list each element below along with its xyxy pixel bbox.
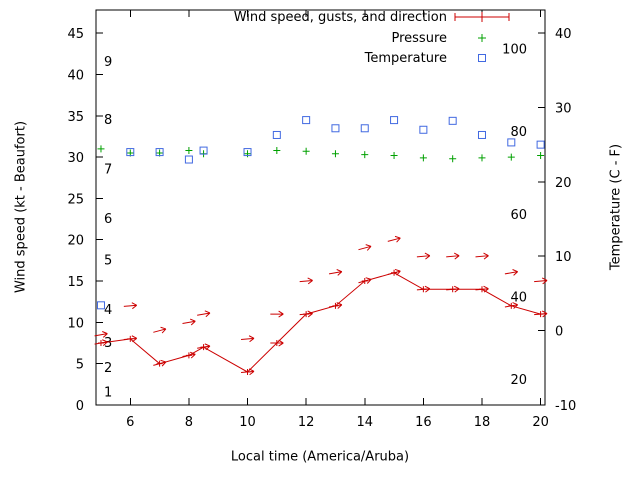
svg-text:10: 10 <box>555 250 572 265</box>
svg-text:7: 7 <box>104 162 112 177</box>
svg-text:9: 9 <box>104 55 112 70</box>
svg-text:10: 10 <box>67 316 84 331</box>
svg-text:40: 40 <box>555 27 572 42</box>
temperature-series <box>96 116 545 310</box>
wind-line-plus-icon <box>453 10 511 24</box>
x-axis-title: Local time (America/Aruba) <box>230 449 410 465</box>
svg-text:20: 20 <box>67 234 84 249</box>
wind-gusts-series <box>94 235 548 343</box>
svg-text:100: 100 <box>502 43 527 58</box>
legend-item-pressure: Pressure <box>391 28 511 48</box>
svg-text:14: 14 <box>356 415 373 430</box>
svg-text:40: 40 <box>67 68 84 83</box>
svg-text:20: 20 <box>510 373 527 388</box>
svg-text:1: 1 <box>104 386 112 401</box>
legend-label-temperature: Temperature <box>364 50 447 66</box>
svg-text:30: 30 <box>67 151 84 166</box>
pressure-plus-icon <box>453 31 511 45</box>
svg-text:10: 10 <box>239 415 256 430</box>
svg-text:20: 20 <box>532 415 549 430</box>
svg-text:6: 6 <box>104 212 112 227</box>
legend-label-wind: Wind speed, gusts, and direction <box>233 9 447 25</box>
svg-text:6: 6 <box>126 415 134 430</box>
svg-text:5: 5 <box>76 358 84 373</box>
svg-text:12: 12 <box>298 415 315 430</box>
legend-item-wind: Wind speed, gusts, and direction <box>234 7 511 27</box>
svg-text:40: 40 <box>510 291 527 306</box>
svg-text:8: 8 <box>104 113 112 128</box>
svg-text:15: 15 <box>67 275 84 290</box>
svg-text:5: 5 <box>104 253 112 268</box>
axes: 6 8 10 12 14 16 18 20051015202530354045-1001020… <box>67 9 576 430</box>
svg-text:60: 60 <box>510 208 527 223</box>
svg-text:2: 2 <box>104 361 112 376</box>
svg-text:3: 3 <box>104 336 112 351</box>
svg-text:16: 16 <box>415 415 432 430</box>
svg-text:80: 80 <box>510 125 527 140</box>
y-axis-title: Wind speed (kt - Beaufort) <box>13 120 29 294</box>
svg-text:45: 45 <box>67 27 84 42</box>
legend-label-pressure: Pressure <box>391 30 447 46</box>
svg-text:20: 20 <box>555 176 572 191</box>
svg-text:25: 25 <box>67 192 84 207</box>
wind-speed-series <box>94 268 548 376</box>
svg-text:35: 35 <box>67 110 84 125</box>
y2-axis-title: Temperature (C - F) <box>608 143 624 271</box>
svg-text:8: 8 <box>185 415 193 430</box>
svg-text:4: 4 <box>104 303 112 318</box>
svg-text:0: 0 <box>76 399 84 414</box>
svg-text:0: 0 <box>555 325 563 340</box>
svg-text:18: 18 <box>474 415 491 430</box>
pressure-series <box>97 145 545 163</box>
legend-item-temperature: Temperature <box>365 48 511 68</box>
svg-text:-10: -10 <box>555 399 576 414</box>
svg-text:30: 30 <box>555 101 572 116</box>
temperature-square-icon <box>453 51 511 65</box>
